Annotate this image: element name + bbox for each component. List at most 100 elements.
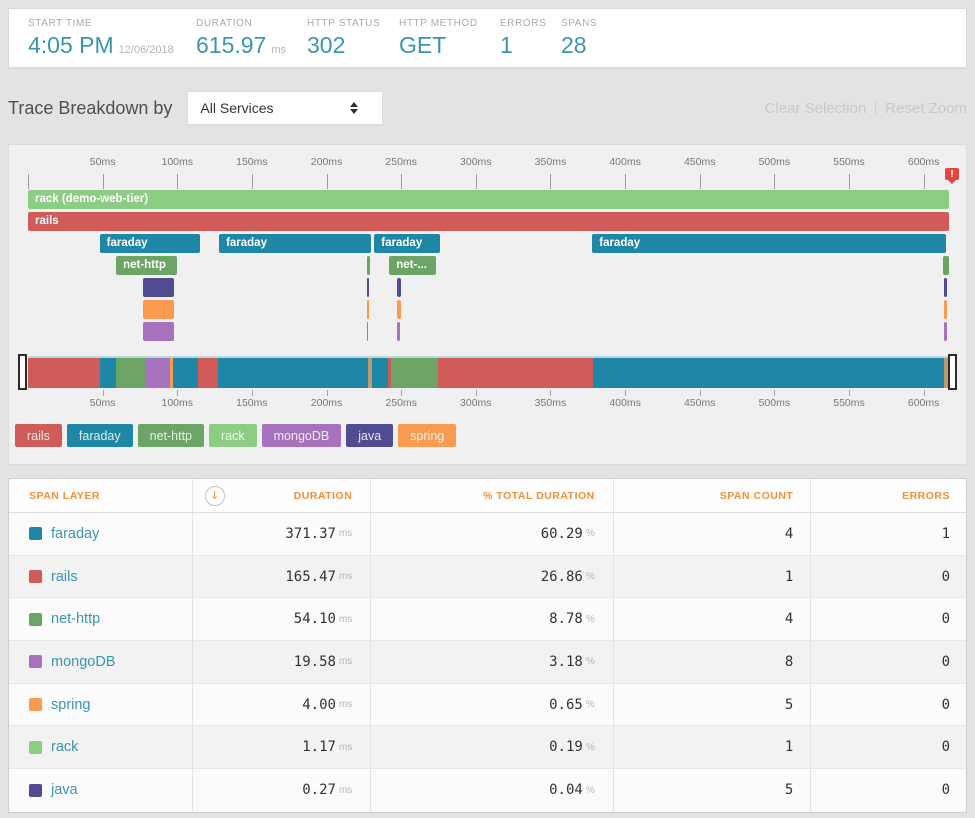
errors-value: 0 — [941, 696, 950, 713]
error-marker-icon[interactable]: ! — [945, 168, 959, 184]
errors-cell: 0 — [811, 641, 966, 683]
table-body: faraday 371.37 ms 60.29% 4 1 rails 165.47 ms 26.8… — [9, 513, 966, 812]
span-layer-cell: java — [9, 769, 193, 812]
sort-descending-icon[interactable]: ↓ — [204, 485, 225, 506]
minimap-segment-rails — [198, 358, 218, 388]
timeline-span-bar-rails[interactable]: rails — [28, 212, 949, 231]
minimap-segment-rails — [28, 358, 100, 388]
minimap-left-handle[interactable] — [18, 354, 27, 390]
table-header-row: SPAN LAYER ↓ DURATION % TOTAL DURATION SPAN … — [9, 479, 966, 513]
clear-selection-button[interactable]: Clear Selection — [764, 99, 867, 117]
span-layer-link[interactable]: spring — [51, 696, 91, 713]
timeline-span-bar-java[interactable] — [142, 278, 175, 297]
metric-value: GET — [399, 31, 447, 58]
services-dropdown-value: All Services — [200, 100, 274, 116]
timeline-span-bar-net_http[interactable] — [943, 256, 949, 275]
timeline-span-bar-faraday[interactable]: faraday — [592, 234, 946, 253]
legend-chip-java[interactable]: java — [346, 424, 394, 447]
timeline-span-bar-faraday[interactable]: faraday — [219, 234, 372, 253]
table-row-rack: rack 1.17 ms 0.19% 1 0 — [9, 726, 966, 770]
trace-breakdown-title: Trace Breakdown by — [8, 97, 173, 118]
pct-value: 3.18 — [549, 653, 583, 670]
minimap-tick-label: 50ms — [89, 397, 116, 409]
span-count-value: 1 — [784, 739, 794, 756]
pct-unit: % — [585, 571, 595, 583]
timeline-span-bar-rack[interactable]: rack (demo-web-tier) — [28, 190, 949, 209]
metric-value-row: 4:05 PM 12/06/2018 — [28, 32, 196, 59]
minimap-track[interactable] — [28, 356, 949, 388]
pct-duration-cell: 0.04% — [371, 769, 614, 812]
minimap-segment-faraday — [372, 358, 389, 388]
metric-suffix: 12/06/2018 — [118, 43, 174, 56]
timeline-span-bar-spring[interactable] — [943, 300, 948, 319]
legend-chip-net_http[interactable]: net-http — [137, 424, 205, 447]
span-layer-link[interactable]: rails — [51, 568, 78, 585]
reset-zoom-button[interactable]: Reset Zoom — [885, 99, 967, 117]
axis-tick — [401, 174, 403, 189]
minimap-tick — [550, 390, 552, 396]
pct-duration-cell: 0.19% — [371, 726, 614, 769]
minimap-tick — [923, 390, 925, 396]
minimap-tick-label: 350ms — [534, 397, 567, 409]
timeline-span-bar-net_http[interactable]: net-http — [116, 256, 178, 275]
span-layer-link[interactable]: mongoDB — [51, 653, 116, 670]
timeline-span-bar-java[interactable] — [397, 278, 402, 297]
span-layer-link[interactable]: net-http — [51, 611, 101, 628]
timeline-span-bar-net_http[interactable]: net-... — [389, 256, 436, 275]
span-count-value: 4 — [784, 525, 794, 542]
timeline-span-bar-mongoDB[interactable] — [366, 322, 369, 341]
timeline-span-bar-mongoDB[interactable] — [142, 322, 175, 341]
timeline-span-bar-faraday[interactable]: faraday — [374, 234, 440, 253]
column-label: SPAN LAYER — [29, 489, 100, 502]
axis-tick — [848, 174, 850, 189]
span-layer-link[interactable]: faraday — [51, 525, 100, 542]
minimap-segment-spring — [169, 358, 173, 388]
timeline-span-bar-java[interactable] — [366, 278, 370, 297]
metric-label: HTTP STATUS — [307, 17, 381, 29]
minimap-tick-label: 400ms — [609, 397, 641, 409]
timeline-span-bar-spring[interactable] — [142, 300, 175, 319]
minimap-segment-faraday — [172, 358, 199, 388]
legend-chip-spring[interactable]: spring — [398, 424, 457, 447]
timeline-span-bar-java[interactable] — [943, 278, 948, 297]
axis-tick-label: 200ms — [310, 156, 343, 168]
metric-label: ERRORS — [500, 17, 547, 29]
minimap-right-handle[interactable] — [948, 354, 957, 390]
layer-color-swatch — [29, 527, 42, 541]
span-count-value: 1 — [784, 568, 794, 585]
table-row-net-http: net-http 54.10 ms 8.78% 4 0 — [9, 598, 966, 642]
legend-chip-rack[interactable]: rack — [209, 424, 257, 447]
pct-duration-cell: 60.29% — [371, 513, 614, 555]
span-layer-cell: rack — [9, 726, 193, 769]
axis-tick — [177, 174, 179, 189]
legend-chip-faraday[interactable]: faraday — [66, 424, 133, 447]
metric-http-method: HTTP METHOD GET — [399, 18, 500, 59]
span-count-cell: 1 — [614, 726, 812, 769]
errors-value: 0 — [941, 653, 950, 670]
minimap-segment-faraday — [217, 358, 368, 388]
pct-unit: % — [585, 741, 595, 753]
timeline-span-bar-mongoDB[interactable] — [943, 322, 947, 341]
metric-label: DURATION — [196, 17, 253, 29]
duration-value: 165.47 — [285, 568, 336, 585]
metric-http-status: HTTP STATUS 302 — [307, 18, 399, 59]
span-layer-link[interactable]: rack — [51, 739, 79, 756]
timeline-span-bar-faraday[interactable]: faraday — [99, 234, 200, 253]
pct-unit: % — [585, 699, 595, 711]
legend-chip-mongoDB[interactable]: mongoDB — [261, 424, 342, 447]
timeline-span-bar-net_http[interactable] — [366, 256, 370, 275]
duration-unit: ms — [338, 784, 353, 796]
axis-tick-label: 400ms — [609, 156, 641, 168]
metric-value: 615.97 — [196, 31, 267, 58]
duration-value: 0.27 — [302, 782, 336, 799]
timeline-span-bar-mongoDB[interactable] — [397, 322, 400, 341]
dropdown-arrows-icon — [350, 102, 359, 114]
span-layer-link[interactable]: java — [51, 782, 78, 799]
services-dropdown[interactable]: All Services — [187, 91, 384, 125]
timeline-span-bar-spring[interactable] — [397, 300, 402, 319]
timeline-span-bar-spring[interactable] — [366, 300, 370, 319]
metric-spans: SPANS 28 — [561, 18, 621, 59]
layer-color-swatch — [29, 612, 42, 626]
axis-tick — [774, 174, 776, 189]
legend-chip-rails[interactable]: rails — [15, 424, 62, 447]
